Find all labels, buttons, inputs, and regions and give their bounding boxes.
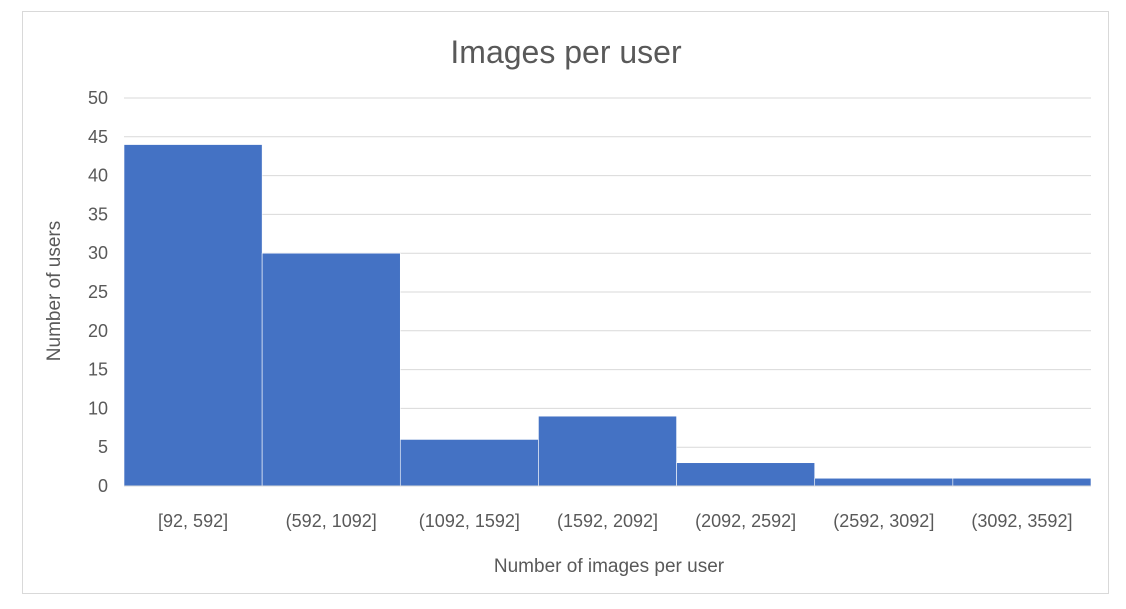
- y-tick-label: 0: [98, 476, 108, 496]
- y-tick-label: 50: [88, 88, 108, 108]
- y-tick-label: 10: [88, 398, 108, 418]
- bar: [538, 415, 677, 487]
- bar: [123, 144, 263, 487]
- y-axis-title: Number of users: [44, 221, 65, 361]
- bar: [814, 477, 954, 487]
- x-tick-label: (1592, 2092]: [557, 511, 658, 531]
- bar: [952, 477, 1092, 487]
- y-tick-label: 45: [88, 127, 108, 147]
- y-tick-label: 40: [88, 166, 108, 186]
- y-tick-label: 20: [88, 321, 108, 341]
- y-tick-label: 15: [88, 360, 108, 380]
- chart-title: Images per user: [450, 34, 682, 70]
- bar: [399, 439, 539, 487]
- y-axis-ticks: 0 5 10 15 20 25 30 35 40 45 50: [88, 88, 108, 496]
- x-tick-label: (3092, 3592]: [971, 511, 1072, 531]
- x-tick-label: (2592, 3092]: [833, 511, 934, 531]
- y-tick-label: 25: [88, 282, 108, 302]
- bar: [676, 462, 816, 487]
- x-tick-label: (1092, 1592]: [419, 511, 520, 531]
- bars: [123, 144, 1092, 487]
- x-axis-ticks: [92, 592] (592, 1092] (1092, 1592] (1592, 2…: [158, 511, 1072, 531]
- x-tick-label: (2092, 2592]: [695, 511, 796, 531]
- bar: [261, 252, 401, 487]
- x-tick-label: [92, 592]: [158, 511, 228, 531]
- x-axis-title: Number of images per user: [494, 556, 725, 577]
- y-tick-label: 35: [88, 204, 108, 224]
- x-tick-label: (592, 1092]: [286, 511, 377, 531]
- y-tick-label: 5: [98, 437, 108, 457]
- y-tick-label: 30: [88, 243, 108, 263]
